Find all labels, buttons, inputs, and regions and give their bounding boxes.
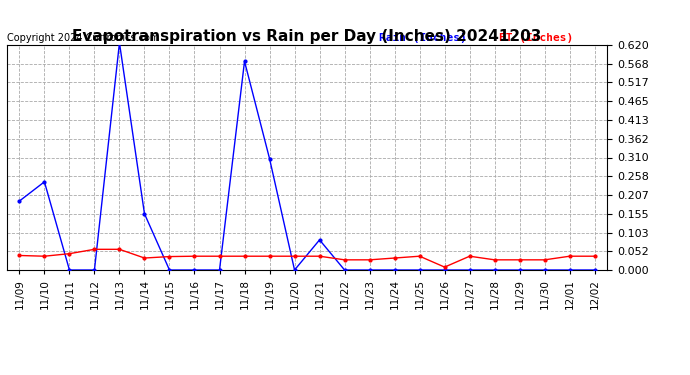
Text: Copyright 2024 Curtronics.com: Copyright 2024 Curtronics.com [7,33,159,43]
Title: Evapotranspiration vs Rain per Day (Inches) 20241203: Evapotranspiration vs Rain per Day (Inch… [72,29,542,44]
Text: ET (Inches): ET (Inches) [499,33,573,43]
Text: Rain (Inches): Rain (Inches) [379,33,467,43]
